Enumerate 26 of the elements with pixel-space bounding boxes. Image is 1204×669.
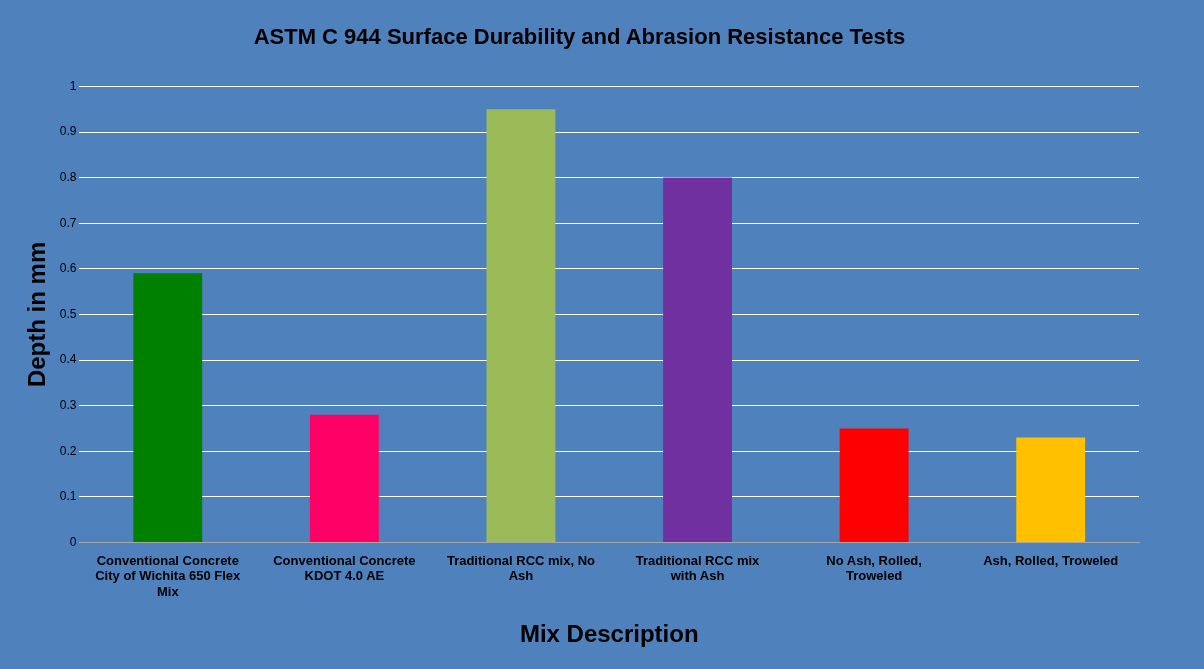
- bar: [486, 109, 556, 542]
- bar: [663, 177, 732, 542]
- y-tick-label: 0.9: [59, 124, 77, 139]
- y-tick-label: 0.3: [59, 397, 77, 412]
- y-tick-label: 0.5: [59, 306, 77, 321]
- x-tick-label: Ash, Rolled, Troweled: [983, 552, 1119, 568]
- bar: [133, 273, 203, 542]
- y-tick-label: 0.6: [59, 261, 77, 276]
- y-tick-label: 0.4: [59, 352, 77, 367]
- bar: [309, 414, 379, 542]
- y-axis-title: Depth in mm: [23, 241, 51, 388]
- x-tick-label: Traditional RCC mix with Ash: [635, 552, 761, 584]
- y-tick-label: 0.8: [59, 169, 77, 184]
- chart-title: ASTM C 944 Surface Durability and Abrasion Resistance Tests: [253, 24, 906, 50]
- x-axis-title: Mix Description: [519, 620, 699, 648]
- y-tick-label: 1: [69, 78, 77, 93]
- y-tick-label: 0.1: [59, 489, 77, 504]
- x-tick-label: Conventional Concrete City of Wichita 650 Flex Mix: [95, 552, 242, 599]
- y-tick-label: 0: [69, 534, 77, 549]
- bar: [839, 428, 909, 542]
- y-tick-label: 0.2: [59, 443, 77, 458]
- x-tick-label: Conventional Concrete KDOT 4.0 AE: [273, 552, 416, 584]
- x-tick-label: No Ash, Rolled, Troweled: [826, 552, 922, 584]
- x-tick-label: Traditional RCC mix, No Ash: [446, 552, 596, 584]
- y-tick-label: 0.7: [59, 215, 77, 230]
- bar: [1016, 437, 1086, 542]
